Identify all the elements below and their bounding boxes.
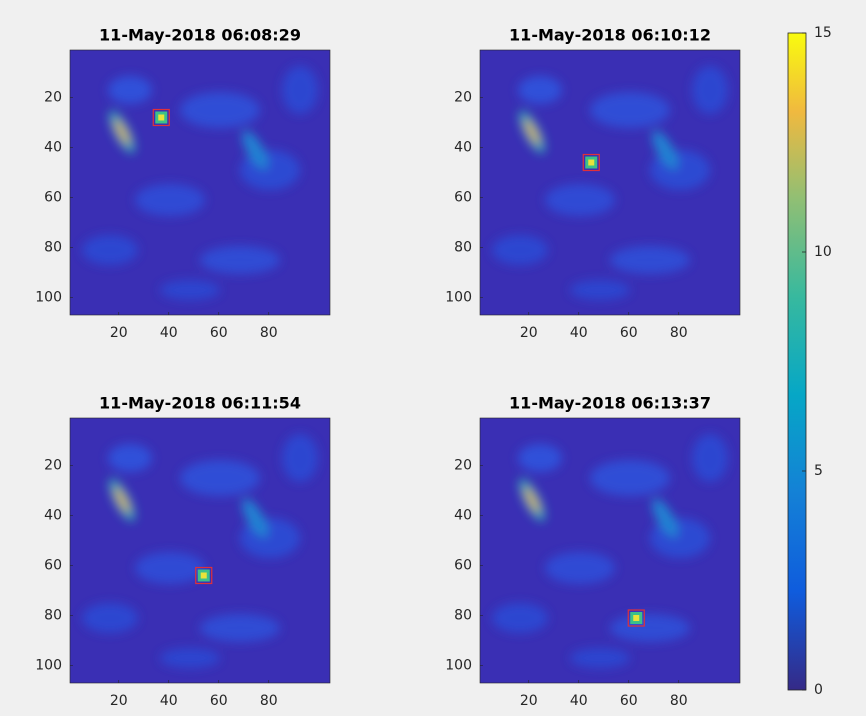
x-tick-label: 40 — [570, 325, 588, 341]
x-tick-label: 20 — [110, 693, 128, 709]
subplot: 11-May-2018 06:10:12 20 40 60 80 20 40 60 80 100 — [445, 26, 741, 341]
marker — [582, 153, 600, 172]
y-tick-label: 40 — [44, 140, 62, 156]
heatmap-image — [70, 418, 330, 683]
y-tick-label: 20 — [44, 90, 62, 106]
y-tick-label: 40 — [44, 508, 62, 524]
y-tick-label: 80 — [454, 240, 472, 256]
colorbar-tick-label: 0 — [814, 682, 823, 698]
y-tick-label: 80 — [44, 608, 62, 624]
x-tick-label: 40 — [160, 693, 178, 709]
colorbar-tick-label: 15 — [814, 25, 832, 41]
x-tick-label: 80 — [670, 325, 688, 341]
x-tick-label: 80 — [260, 693, 278, 709]
marker-core — [200, 572, 207, 579]
y-tick-label: 100 — [445, 658, 472, 674]
colorbar-tick-label: 10 — [814, 244, 832, 260]
y-tick-label: 80 — [454, 608, 472, 624]
y-tick-label: 60 — [454, 190, 472, 206]
subplot: 11-May-2018 06:13:37 20 40 60 80 20 40 60 80 100 — [445, 394, 741, 709]
y-tick-label: 100 — [35, 290, 62, 306]
y-tick-label: 80 — [44, 240, 62, 256]
marker — [152, 108, 170, 127]
x-tick-label: 60 — [210, 693, 228, 709]
y-tick-label: 20 — [454, 458, 472, 474]
axes-box — [479, 417, 741, 684]
x-tick-label: 20 — [110, 325, 128, 341]
x-tick-label: 20 — [520, 693, 538, 709]
x-tick-label: 40 — [570, 693, 588, 709]
colorbar-tick-label: 5 — [814, 463, 823, 479]
heatmap-image — [480, 418, 740, 683]
subplot-title: 11-May-2018 06:13:37 — [509, 394, 711, 413]
x-tick-label: 80 — [260, 325, 278, 341]
x-tick-label: 60 — [210, 325, 228, 341]
axes-box — [69, 417, 331, 684]
x-tick-label: 40 — [160, 325, 178, 341]
x-tick-label: 60 — [620, 693, 638, 709]
x-tick-label: 20 — [520, 325, 538, 341]
marker — [195, 566, 213, 585]
colorbar — [787, 32, 807, 691]
subplot-title: 11-May-2018 06:10:12 — [509, 26, 711, 45]
y-tick-label: 40 — [454, 140, 472, 156]
y-tick-label: 60 — [44, 558, 62, 574]
axes-box — [479, 49, 741, 316]
marker-core — [633, 615, 640, 621]
y-tick-label: 100 — [445, 290, 472, 306]
y-tick-label: 60 — [44, 190, 62, 206]
subplot-title: 11-May-2018 06:08:29 — [99, 26, 301, 45]
marker — [627, 609, 645, 627]
heatmap-image — [70, 50, 330, 315]
marker-core — [588, 159, 595, 166]
x-tick-label: 60 — [620, 325, 638, 341]
y-tick-label: 20 — [44, 458, 62, 474]
axes-box — [69, 49, 331, 316]
subplot: 11-May-2018 06:08:29 20 40 60 80 20 40 60 80 100 — [35, 26, 331, 341]
colorbar-axis: 0 5 10 15 — [802, 25, 832, 698]
y-tick-label: 60 — [454, 558, 472, 574]
subplot-title: 11-May-2018 06:11:54 — [99, 394, 301, 413]
marker-core — [158, 114, 165, 121]
x-tick-label: 80 — [670, 693, 688, 709]
y-tick-label: 20 — [454, 90, 472, 106]
y-tick-label: 40 — [454, 508, 472, 524]
y-tick-label: 100 — [35, 658, 62, 674]
heatmap-image — [480, 50, 740, 315]
subplot: 11-May-2018 06:11:54 20 40 60 80 20 40 60 80 100 — [35, 394, 331, 709]
